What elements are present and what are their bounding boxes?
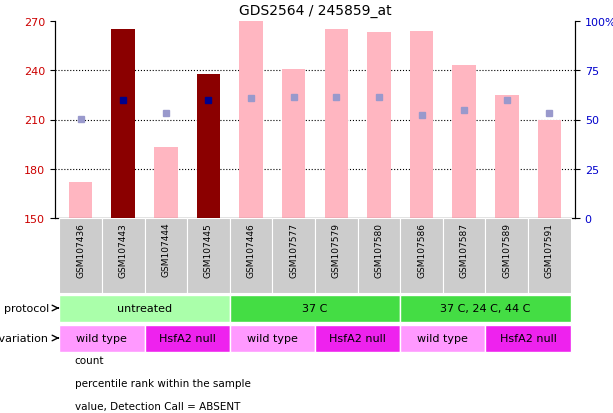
Text: GSM107446: GSM107446 bbox=[246, 222, 256, 277]
Bar bbox=[485, 218, 528, 293]
Text: wild type: wild type bbox=[247, 333, 298, 343]
Bar bbox=[485, 325, 571, 351]
Bar bbox=[59, 218, 102, 293]
Bar bbox=[325, 30, 348, 218]
Bar bbox=[145, 325, 230, 351]
Text: GSM107443: GSM107443 bbox=[119, 222, 128, 277]
Bar bbox=[452, 66, 476, 218]
Bar bbox=[69, 183, 93, 218]
Text: GSM107591: GSM107591 bbox=[545, 222, 554, 277]
Text: HsfA2 null: HsfA2 null bbox=[500, 333, 557, 343]
Text: wild type: wild type bbox=[77, 333, 128, 343]
Bar bbox=[282, 69, 305, 218]
Bar bbox=[102, 218, 145, 293]
Text: untreated: untreated bbox=[117, 303, 172, 313]
Bar bbox=[315, 325, 400, 351]
Bar bbox=[400, 218, 443, 293]
Bar bbox=[528, 218, 571, 293]
Bar bbox=[230, 295, 400, 322]
Bar bbox=[495, 96, 519, 218]
Bar bbox=[197, 74, 220, 218]
Text: HsfA2 null: HsfA2 null bbox=[329, 333, 386, 343]
Bar bbox=[410, 32, 433, 218]
Bar bbox=[145, 218, 187, 293]
Bar bbox=[538, 120, 561, 218]
Text: GSM107587: GSM107587 bbox=[460, 222, 469, 277]
Bar bbox=[112, 30, 135, 218]
Text: GSM107436: GSM107436 bbox=[76, 222, 85, 277]
Title: GDS2564 / 245859_at: GDS2564 / 245859_at bbox=[238, 4, 391, 18]
Text: GSM107445: GSM107445 bbox=[204, 222, 213, 277]
Bar bbox=[59, 295, 230, 322]
Text: 37 C: 37 C bbox=[302, 303, 328, 313]
Text: percentile rank within the sample: percentile rank within the sample bbox=[75, 378, 251, 388]
Bar bbox=[400, 325, 485, 351]
Text: GSM107444: GSM107444 bbox=[161, 222, 170, 277]
Bar bbox=[272, 218, 315, 293]
Text: value, Detection Call = ABSENT: value, Detection Call = ABSENT bbox=[75, 401, 240, 411]
Text: HsfA2 null: HsfA2 null bbox=[159, 333, 216, 343]
Text: GSM107579: GSM107579 bbox=[332, 222, 341, 277]
Bar bbox=[357, 218, 400, 293]
Bar bbox=[154, 148, 178, 218]
Bar bbox=[315, 218, 357, 293]
Text: GSM107580: GSM107580 bbox=[375, 222, 384, 277]
Bar bbox=[187, 218, 230, 293]
Text: GSM107586: GSM107586 bbox=[417, 222, 426, 277]
Text: protocol: protocol bbox=[4, 303, 49, 313]
Text: GSM107577: GSM107577 bbox=[289, 222, 298, 277]
Text: genotype/variation: genotype/variation bbox=[0, 333, 49, 343]
Bar bbox=[443, 218, 485, 293]
Bar bbox=[230, 325, 315, 351]
Bar bbox=[239, 22, 263, 218]
Text: GSM107589: GSM107589 bbox=[502, 222, 511, 277]
Bar bbox=[367, 33, 390, 218]
Text: count: count bbox=[75, 355, 104, 366]
Text: wild type: wild type bbox=[417, 333, 468, 343]
Text: 37 C, 24 C, 44 C: 37 C, 24 C, 44 C bbox=[440, 303, 531, 313]
Bar bbox=[59, 325, 145, 351]
Bar bbox=[400, 295, 571, 322]
Bar bbox=[230, 218, 272, 293]
